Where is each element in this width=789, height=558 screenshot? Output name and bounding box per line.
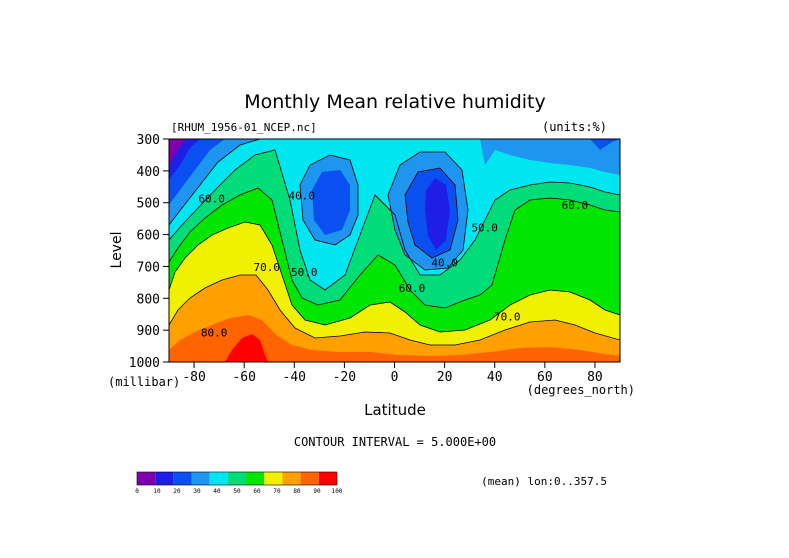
x-tick-label: -40: [283, 370, 306, 385]
x-axis: -80 -60 -40 -20 0 20 40 60 80: [182, 362, 603, 385]
colorbar-swatch: [227, 472, 247, 485]
x-tick-label: 80: [587, 370, 603, 385]
mean-longitude-text: (mean) lon:0..357.5: [481, 475, 607, 488]
contour-label: 40.0: [431, 256, 458, 269]
contour-interval-text: CONTOUR INTERVAL = 5.000E+00: [294, 435, 496, 449]
colorbar-swatch: [137, 472, 156, 485]
contour-labels: 60.0 40.0 50.0 70.0 80.0 40.0 60.0 50.0 70.0 60.0: [198, 190, 588, 340]
colorbar-label: 20: [173, 488, 181, 495]
x-axis-label: Latitude: [364, 401, 426, 419]
y-axis-units: (millibar): [108, 375, 180, 389]
y-tick-label: 600: [137, 229, 160, 244]
colorbar-label: 60: [253, 488, 261, 495]
colorbar-label: 80: [293, 488, 301, 495]
x-tick-label: 40: [487, 370, 503, 385]
contour-label: 40.0: [289, 190, 316, 203]
colorbar-frame: [136, 471, 338, 486]
y-tick-label: 700: [137, 260, 160, 275]
dataset-label: [RHUM_1956-01_NCEP.nc]: [171, 121, 317, 134]
contour-label: 50.0: [291, 266, 318, 279]
x-tick-label: -20: [333, 370, 356, 385]
contour-lines: [169, 139, 620, 346]
plot-area: [169, 139, 620, 362]
units-label: (units:%): [542, 120, 607, 134]
x-axis-units: (degrees_north): [527, 383, 635, 397]
contour-label: 60.0: [399, 282, 426, 295]
y-tick-label: 900: [137, 324, 160, 339]
x-tick-label: 0: [391, 370, 399, 385]
colorbar-label: 90: [313, 488, 321, 495]
colorbar-swatch: [209, 472, 228, 485]
y-tick-label: 400: [137, 165, 160, 180]
contour-label: 60.0: [562, 199, 589, 212]
colorbar-label: 100: [332, 488, 343, 495]
x-tick-label: -80: [182, 370, 205, 385]
colorbar-swatch: [282, 472, 301, 485]
colorbar-swatch: [264, 472, 283, 485]
colorbar-swatch: [155, 472, 174, 485]
colorbar-swatch: [246, 472, 265, 485]
colorbar-swatch: [191, 472, 210, 485]
y-tick-label: 300: [137, 133, 160, 148]
y-tick-label: 1000: [129, 356, 160, 371]
y-axis-label: Level: [109, 232, 125, 269]
y-tick-label: 500: [137, 197, 160, 212]
colorbar-label: 50: [233, 488, 241, 495]
contour-label: 70.0: [253, 261, 280, 274]
x-tick-label: 20: [437, 370, 453, 385]
contour-label: 80.0: [201, 327, 228, 340]
colorbar-label: 40: [213, 488, 221, 495]
colorbar: 0 10 20 30 40 50 60 70 80 90 100: [135, 471, 343, 495]
y-axis: 300 400 500 600 700 800 900 1000: [129, 133, 169, 371]
colorbar-swatch: [300, 472, 319, 485]
band-90-100: [169, 315, 620, 362]
colorbar-label: 0: [135, 488, 139, 495]
colorbar-swatch: [173, 472, 192, 485]
colorbar-label: 30: [193, 488, 201, 495]
upper-lobe-north-core: [425, 178, 450, 250]
contour-label: 60.0: [198, 193, 225, 206]
contour-label: 70.0: [494, 311, 521, 324]
colorbar-swatch: [318, 472, 337, 485]
band-100: [225, 334, 268, 362]
contour-label: 50.0: [471, 221, 498, 234]
x-tick-label: 60: [537, 370, 553, 385]
upper-lobe-south-core: [312, 170, 350, 235]
chart-title: Monthly Mean relative humidity: [244, 91, 546, 113]
y-tick-label: 800: [137, 292, 160, 307]
colorbar-label: 10: [153, 488, 161, 495]
colorbar-label: 70: [273, 488, 281, 495]
x-tick-label: -60: [232, 370, 255, 385]
